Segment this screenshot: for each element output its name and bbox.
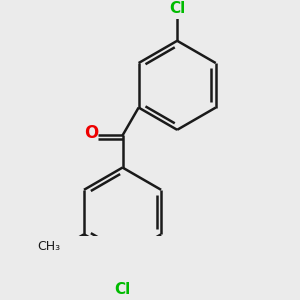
Text: Cl: Cl	[169, 1, 185, 16]
Text: CH₃: CH₃	[37, 240, 60, 253]
Text: Cl: Cl	[114, 282, 131, 297]
Text: O: O	[84, 124, 98, 142]
